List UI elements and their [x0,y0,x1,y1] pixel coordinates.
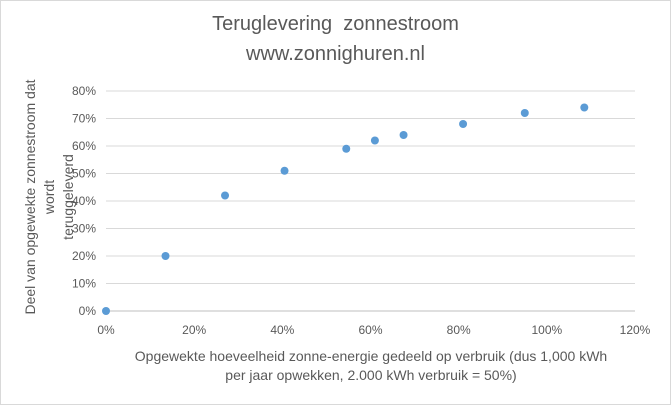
x-tick-label: 120% [620,323,651,337]
y-tick-label: 80% [72,84,96,98]
y-axis-title: Deel van opgewekte zonnestroom dat wordt… [21,72,76,322]
data-point [370,136,379,145]
data-point [161,252,170,260]
x-tick-label: 100% [531,323,562,337]
data-point [459,120,468,128]
y-tick-label: 10% [72,277,96,291]
y-axis-title-line-2: teruggeleverd [60,154,76,240]
y-axis-title-line-1: Deel van opgewekte zonnestroom dat wordt [22,79,57,315]
chart-title-line-2: www.zonnighuren.nl [246,43,425,65]
data-point [280,166,289,175]
x-tick-label: 60% [358,323,382,337]
x-tick-label: 20% [182,323,206,337]
y-tick-label: 0% [79,304,97,318]
y-tick-label: 60% [72,139,96,153]
data-point [580,103,589,112]
data-point [520,109,529,117]
x-tick-label: 0% [97,323,115,337]
x-tick-label: 80% [447,323,471,337]
y-tick-label: 30% [72,222,96,236]
data-point [399,131,408,139]
x-tick-label: 40% [270,323,294,337]
data-point [342,144,351,153]
y-tick-label: 20% [72,249,96,263]
y-tick-label: 50% [72,167,96,181]
x-axis-title-line-1: Opgewekte hoeveelheid zonne-energie gede… [134,348,608,364]
data-point [221,191,230,200]
y-tick-label: 40% [72,194,96,208]
data-point [102,307,110,315]
x-axis-title: Opgewekte hoeveelheid zonne-energie gede… [91,347,651,385]
chart-title-line-1: Teruglevering zonnestroom [212,13,459,35]
x-axis-title-line-2: per jaar opwekken, 2.000 kWh verbruik = … [225,367,517,383]
y-tick-label: 70% [72,112,96,126]
